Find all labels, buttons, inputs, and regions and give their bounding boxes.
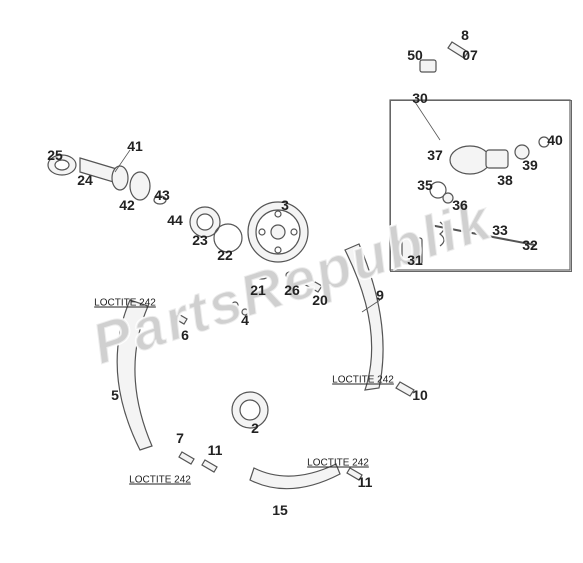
tensioner-subassembly-box xyxy=(390,100,572,272)
parts-diagram: PartsRepublik 25244142434423223212620465… xyxy=(0,0,583,563)
diagram-svg xyxy=(0,0,583,563)
